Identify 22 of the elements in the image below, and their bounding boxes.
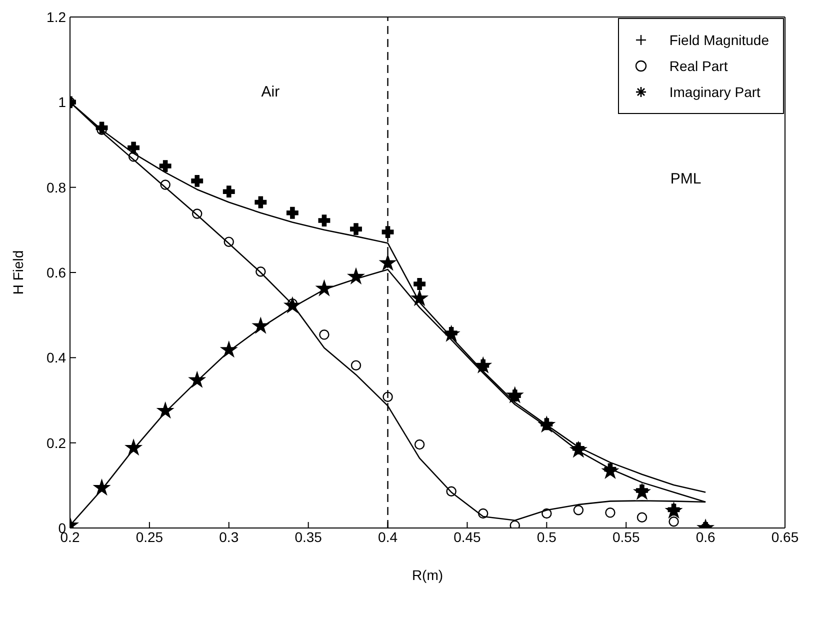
annotation: PML — [670, 170, 702, 188]
x-tick-label: 0.6 — [696, 528, 716, 545]
annotation: Air — [261, 83, 280, 100]
legend-label: Field Magnitude — [669, 32, 769, 48]
x-tick-label: 0.25 — [136, 528, 164, 545]
x-tick-label: 0.5 — [536, 528, 557, 545]
x-tick-label: 0.55 — [612, 528, 640, 545]
x-tick-label: 0.45 — [454, 528, 482, 545]
y-tick-label: 1 — [58, 94, 66, 110]
y-tick-label: 0.4 — [46, 350, 66, 366]
y-tick-label: 0.2 — [46, 434, 66, 451]
legend-label: Real Part — [669, 58, 728, 74]
x-tick-label: 0.3 — [219, 528, 239, 545]
x-tick-label: 0.65 — [771, 528, 799, 545]
y-tick-label: 0.8 — [46, 179, 66, 196]
x-tick-label: 0.35 — [294, 528, 322, 545]
legend-label: Imaginary Part — [669, 84, 760, 100]
x-axis-title: R(m) — [412, 567, 444, 583]
x-tick-label: 0.4 — [378, 528, 398, 545]
y-tick-label: 0.6 — [46, 264, 66, 280]
y-tick-label: 1.2 — [46, 8, 66, 25]
y-axis-title: H Field — [10, 250, 26, 295]
